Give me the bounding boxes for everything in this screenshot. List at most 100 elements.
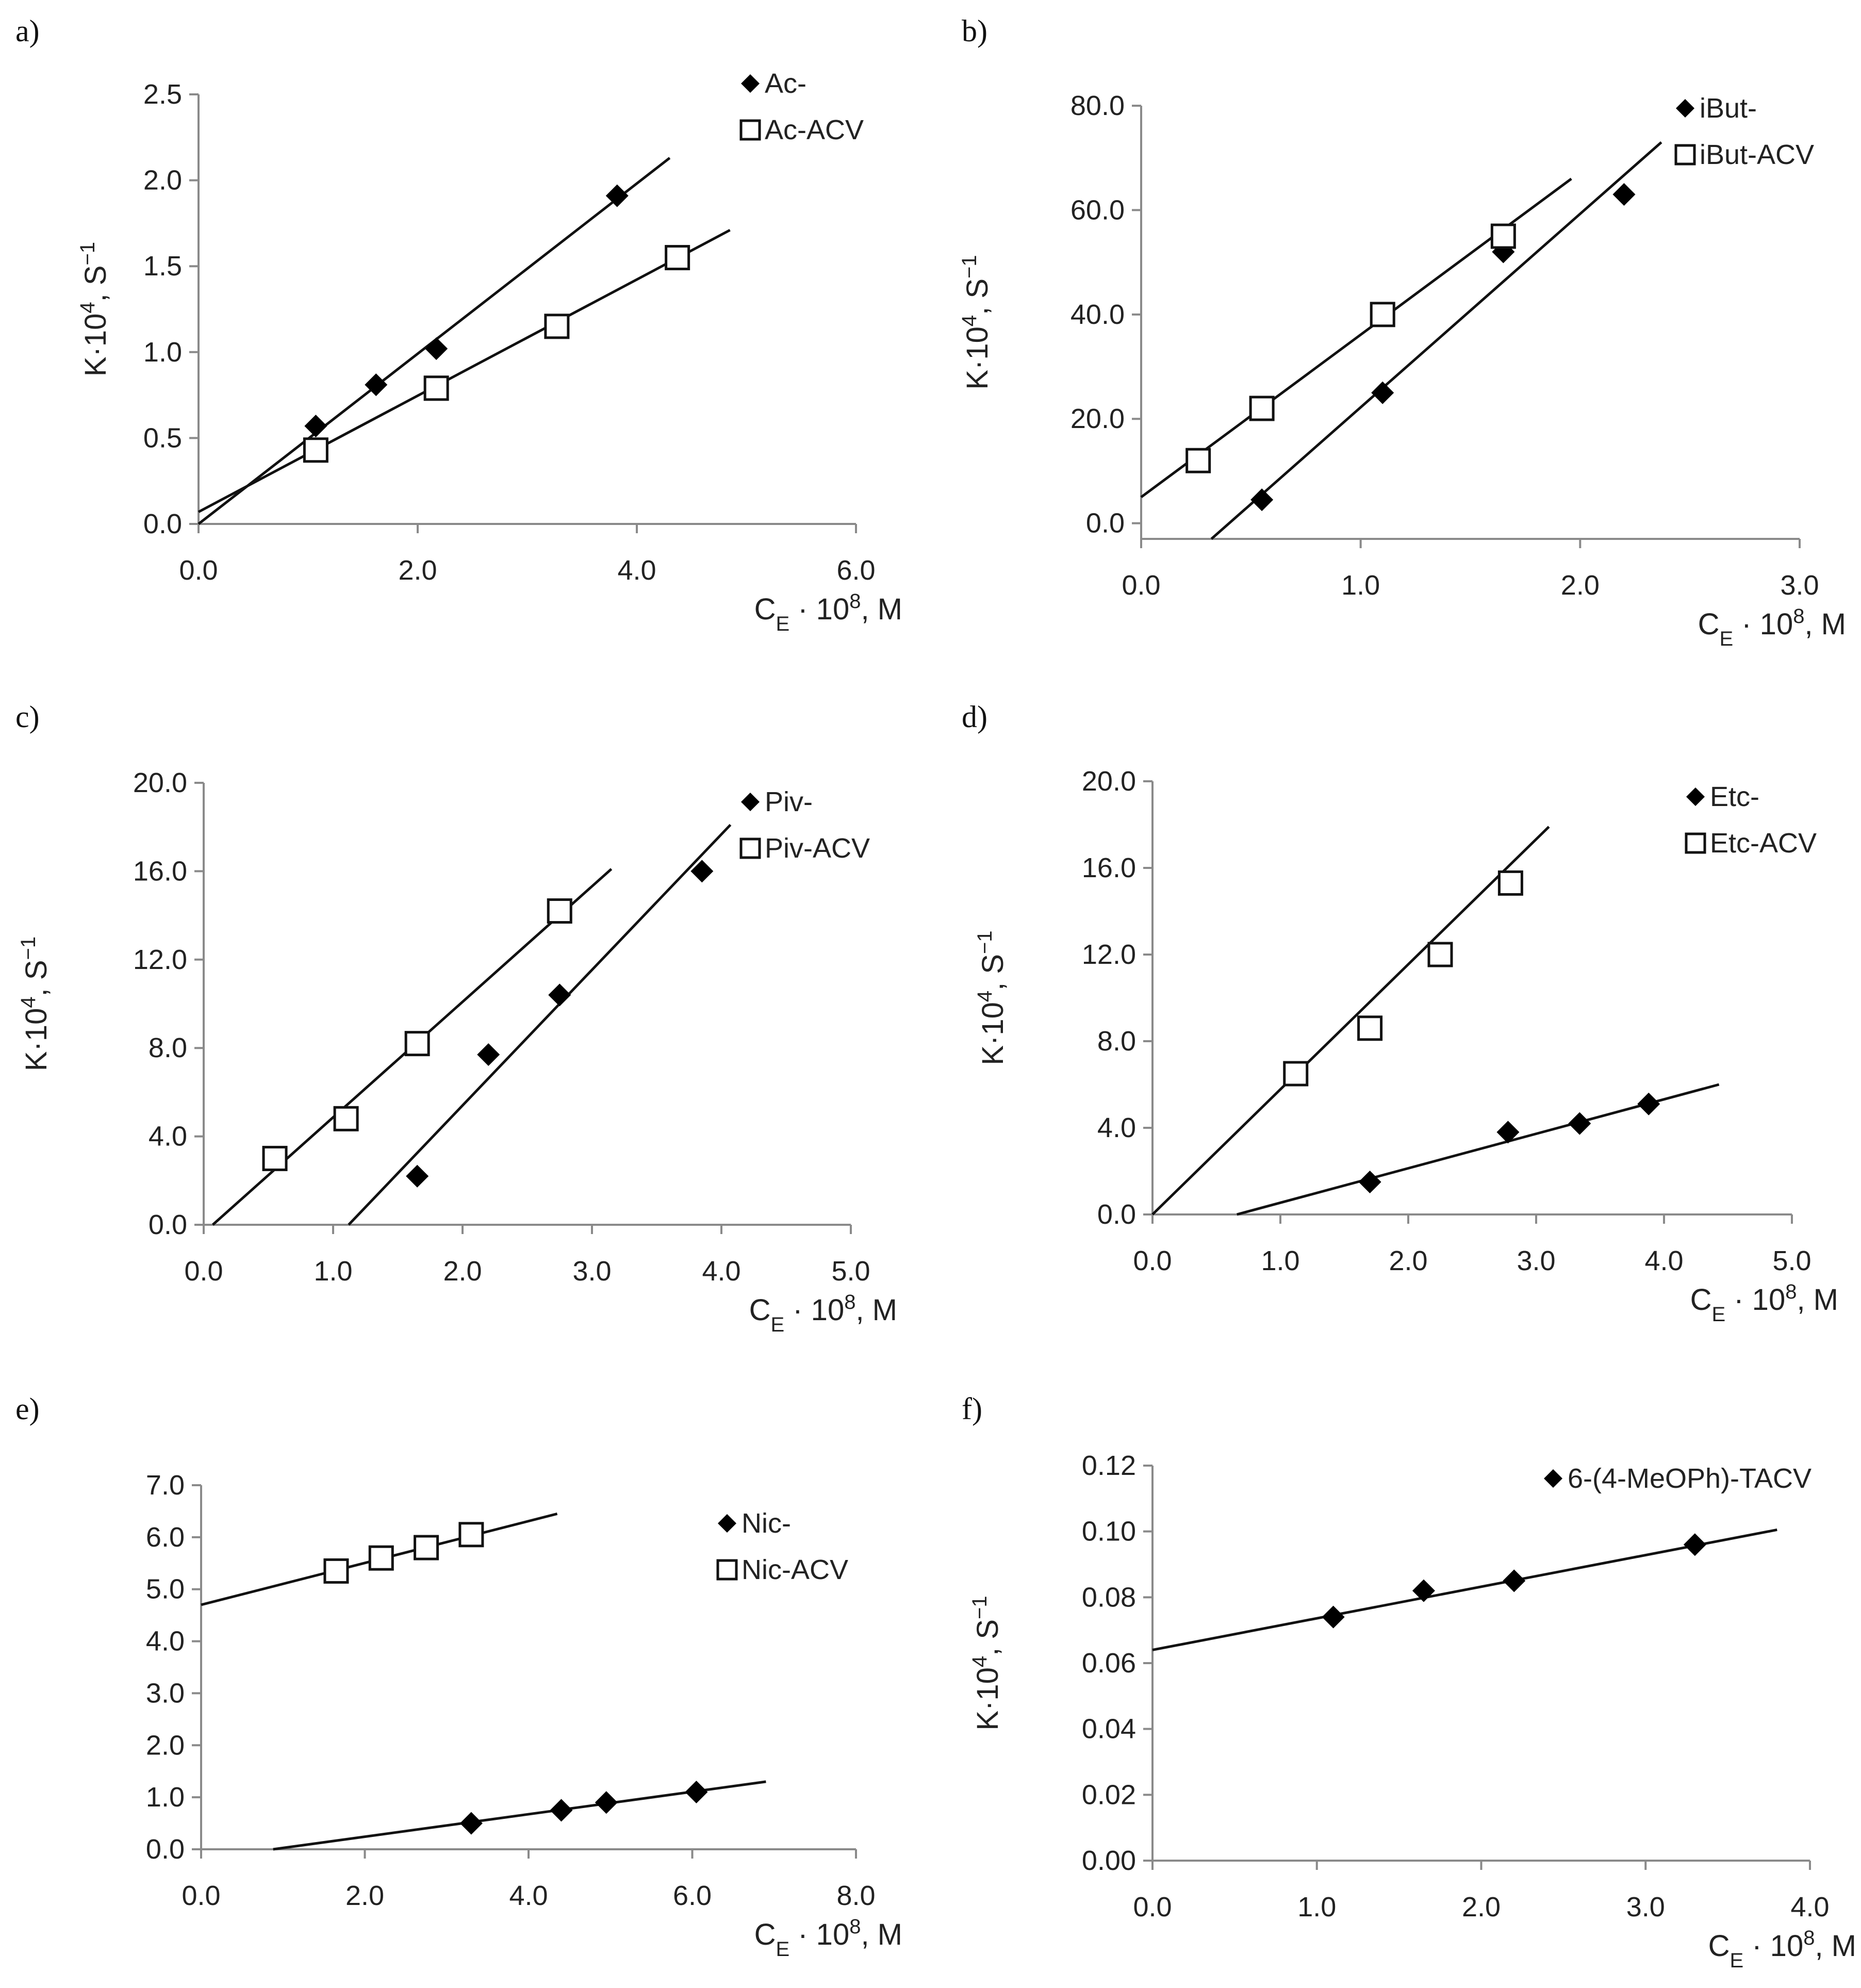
y-tick-label: 0.0 [143,508,182,539]
x-tick-label: 5.0 [1772,1245,1811,1276]
data-point-diamond [1250,488,1274,512]
y-tick-label: 4.0 [1097,1112,1136,1143]
data-point-diamond [1568,1112,1591,1135]
x-tick-label: 1.0 [314,1256,352,1287]
y-tick-label: 8.0 [149,1032,187,1063]
y-tick-label: 1.0 [143,337,182,368]
x-tick-label: 1.0 [1261,1245,1299,1276]
y-tick-label: 12.0 [1082,939,1136,970]
legend-label: Etc-ACV [1710,828,1817,859]
data-point-square [262,1145,288,1171]
data-point-diamond [690,860,714,883]
fit-line-open [1151,826,1550,1215]
x-tick-label: 4.0 [509,1880,548,1911]
legend-diamond-icon [1676,99,1694,118]
y-tick-label: 16.0 [1082,852,1136,883]
y-tick-label: 6.0 [146,1522,185,1553]
y-tick-label: 2.5 [143,79,182,110]
legend-label: Nic-ACV [742,1554,848,1585]
y-axis-title: K·104, S−1 [76,242,112,376]
y-tick-label: 20.0 [1071,403,1125,434]
data-point-square [665,245,690,271]
x-tick-label: 1.0 [1297,1892,1336,1923]
x-tick-label: 3.0 [572,1256,611,1287]
data-point-square [1185,448,1211,473]
y-tick-label: 0.06 [1082,1648,1136,1679]
y-tick-label: 0.0 [1086,508,1125,539]
y-tick-label: 20.0 [133,767,187,798]
chart-panel-b: b) 0.0 20.0 40.0 60.0 80.0 0.0 1.0 2.0 3.0 CE · 10… [958,14,1846,650]
x-tick-label: 4.0 [1644,1245,1683,1276]
x-tick-label: 5.0 [831,1256,870,1287]
legend-label: iBut- [1700,93,1757,124]
x-tick-label: 2.0 [345,1880,384,1911]
legend-diamond-icon [1544,1469,1562,1488]
x-axis-title: CE · 108, M [754,590,902,635]
legend-square-icon [1674,144,1696,166]
y-tick-label: 0.10 [1082,1516,1136,1547]
x-tick-label: 2.0 [443,1256,482,1287]
x-tick-label: 4.0 [702,1256,740,1287]
data-point-square [458,1522,484,1548]
y-tick-label: 0.5 [143,422,182,453]
data-point-square [1249,396,1275,421]
legend-square-icon [1685,832,1706,854]
x-tick-label: 3.0 [1780,570,1819,601]
legend-square-icon [716,1559,738,1581]
y-tick-label: 0.00 [1082,1845,1136,1876]
data-point-diamond [1612,183,1636,206]
chart-panel-c: c) 0.0 4.0 8.0 12.0 16.0 20.0 0.0 1.0 2.0 3.0 4.0 5.… [15,700,897,1336]
panel-label: c) [15,700,40,734]
x-tick-label: 2.0 [1462,1892,1501,1923]
data-point-square [303,437,328,463]
y-axis-title: K·104, S−1 [17,937,53,1071]
y-tick-label: 0.0 [1097,1199,1136,1230]
chart-panel-e: e) 0.0 1.0 2.0 3.0 4.0 5.0 6.0 7.0 0.0 2.0 4.0 6.0 8.… [15,1392,902,1961]
fit-line-open [197,229,731,513]
legend-diamond-icon [741,793,760,811]
data-point-diamond [1322,1605,1345,1629]
x-tick-label: 4.0 [1790,1892,1829,1923]
x-tick-label: 2.0 [1561,570,1600,601]
legend-label: 6-(4-MeOPh)-TACV [1568,1463,1811,1494]
data-point-square [423,375,449,401]
data-point-square [323,1558,349,1584]
fit-line-filled [1152,1529,1777,1651]
panel-label: e) [15,1392,40,1426]
fit-line-filled [1210,141,1662,540]
panel-label: a) [15,14,40,48]
data-point-square [547,898,572,924]
y-axis-title: K·104, S−1 [968,1596,1004,1730]
data-point-diamond [1503,1569,1526,1592]
legend-label: iBut-ACV [1700,139,1814,170]
y-tick-label: 0.0 [146,1834,185,1865]
legend-diamond-icon [741,74,760,93]
x-tick-label: 4.0 [617,555,656,586]
y-tick-label: 2.0 [146,1730,185,1761]
data-point-square [404,1031,430,1057]
y-tick-label: 1.0 [146,1782,185,1813]
fit-line-filled [1237,1083,1720,1216]
panel-label: d) [962,700,987,734]
legend-label: Ac- [765,68,806,99]
panel-label: f) [962,1392,982,1426]
y-axis-title: K·104, S−1 [974,930,1010,1065]
x-axis-title: CE · 108, M [754,1915,902,1961]
x-tick-label: 8.0 [836,1880,875,1911]
x-tick-label: 1.0 [1341,570,1380,601]
data-point-diamond [1637,1092,1660,1115]
y-tick-label: 0.0 [149,1209,187,1240]
panel-label: b) [962,14,987,48]
x-tick-label: 0.0 [179,555,218,586]
y-tick-label: 8.0 [1097,1026,1136,1057]
legend-label: Piv- [765,786,813,817]
x-tick-label: 6.0 [673,1880,712,1911]
y-tick-label: 20.0 [1082,766,1136,797]
x-tick-label: 3.0 [1517,1245,1555,1276]
x-tick-label: 0.0 [182,1880,220,1911]
y-tick-label: 4.0 [146,1626,185,1657]
data-point-square [1490,223,1516,249]
y-tick-label: 60.0 [1071,194,1125,225]
x-axis-title: CE · 108, M [749,1291,897,1336]
